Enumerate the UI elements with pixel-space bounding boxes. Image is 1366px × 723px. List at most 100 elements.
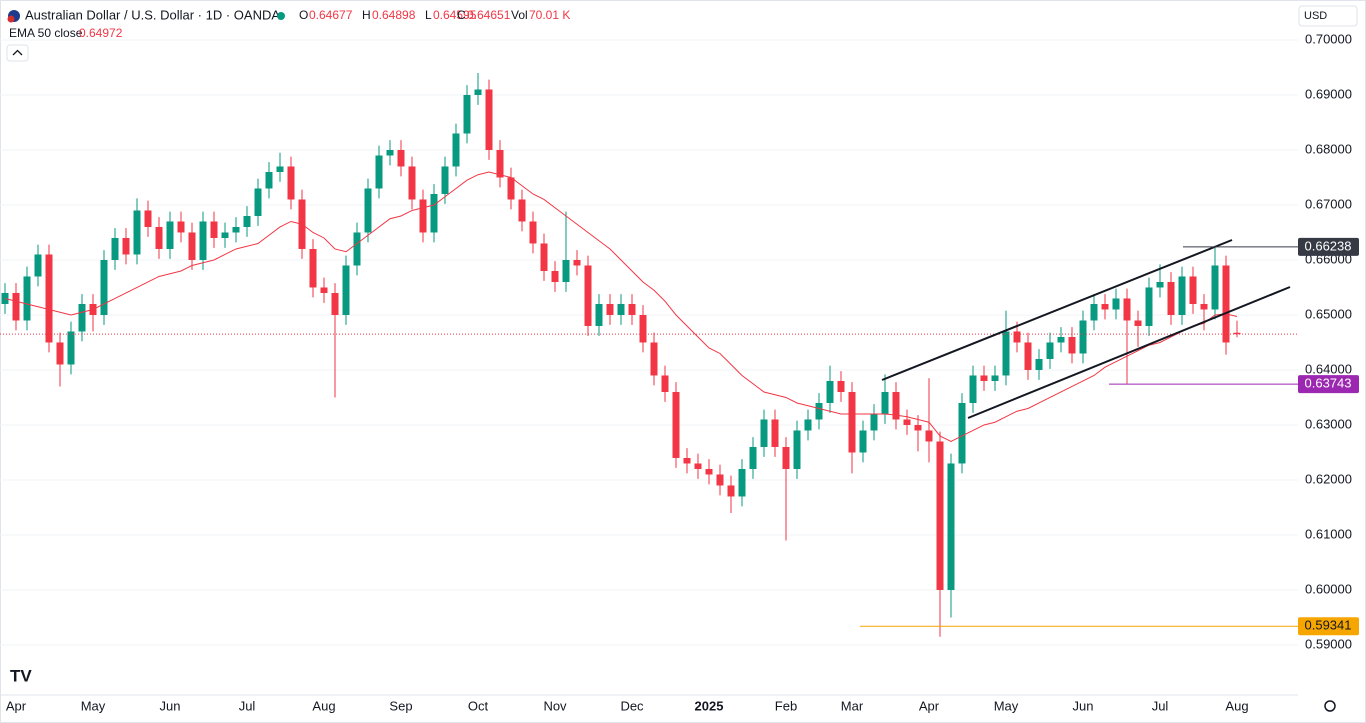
- candle-body: [78, 303, 86, 332]
- x-tick-label: Jun: [1073, 698, 1094, 713]
- candle-body: [331, 292, 339, 315]
- y-tick-label: 0.63000: [1305, 416, 1352, 431]
- settings-icon[interactable]: [1324, 700, 1336, 712]
- x-tick-label: Jul: [1152, 698, 1169, 713]
- candle-body: [1178, 276, 1186, 315]
- candle-body: [958, 402, 966, 464]
- currency: USD: [1304, 10, 1327, 22]
- x-tick-label: Jul: [239, 698, 256, 713]
- candle-body: [969, 375, 977, 403]
- candle-body: [672, 391, 680, 458]
- candle-body: [716, 474, 724, 486]
- ema-line: [4, 171, 1238, 443]
- candle-body: [1068, 336, 1076, 354]
- candle-body: [276, 166, 284, 172]
- candle-body: [760, 419, 768, 447]
- candle-body: [265, 171, 273, 189]
- x-tick-label: Aug: [1225, 698, 1248, 713]
- candle-body: [573, 259, 581, 266]
- x-tick-label: Jun: [160, 698, 181, 713]
- candle-body: [628, 303, 636, 315]
- candle-body: [1, 292, 9, 304]
- x-tick-label: Nov: [543, 698, 567, 713]
- candle-body: [595, 303, 603, 326]
- candle-body: [562, 259, 570, 282]
- candle-body: [914, 424, 922, 431]
- ohlc-label: O: [299, 8, 308, 22]
- candle-body: [507, 177, 515, 200]
- candle-body: [815, 402, 823, 420]
- channel-upper: [881, 239, 1233, 381]
- candle-body: [1233, 332, 1241, 335]
- candle-body: [870, 413, 878, 431]
- candle-body: [606, 303, 614, 315]
- x-tick-label: Dec: [620, 698, 644, 713]
- indicator-label: EMA 50 close: [9, 26, 83, 40]
- x-tick-label: May: [994, 698, 1019, 713]
- candle-body: [1189, 276, 1197, 304]
- candle-body: [419, 199, 427, 233]
- candle-body: [540, 243, 548, 271]
- collapse-icon: [12, 49, 23, 56]
- candle-body: [1156, 281, 1164, 288]
- candle-body: [639, 314, 647, 343]
- candle-body: [430, 193, 438, 233]
- candle-body: [903, 419, 911, 425]
- candle-body: [947, 463, 955, 590]
- ohlc-value: 0.64651: [467, 8, 511, 22]
- candle-body: [177, 221, 185, 233]
- candle-body: [397, 149, 405, 167]
- y-tick-label: 0.64000: [1305, 361, 1352, 376]
- y-tick-label: 0.60000: [1305, 581, 1352, 596]
- candle-body: [23, 276, 31, 321]
- x-tick-label: Aug: [312, 698, 335, 713]
- y-tick-label: 0.59000: [1305, 636, 1352, 651]
- candle-body: [1090, 303, 1098, 321]
- level-label-bg: [1298, 375, 1359, 394]
- ohlc-label: C: [457, 8, 466, 22]
- candle-body: [45, 254, 53, 343]
- candle-body: [793, 430, 801, 469]
- ohlc-value: 0.64677: [309, 8, 353, 22]
- currency-button[interactable]: [1298, 5, 1358, 27]
- candle-body: [287, 166, 295, 200]
- candle-body: [848, 391, 856, 453]
- candle-body: [485, 89, 493, 150]
- candle-body: [617, 303, 625, 315]
- candle-body: [1079, 320, 1087, 354]
- candle-body: [804, 419, 812, 431]
- ohlc-label: L: [425, 8, 432, 22]
- y-tick-label: 0.69000: [1305, 86, 1352, 101]
- candle-body: [980, 375, 988, 381]
- candle-body: [936, 441, 944, 590]
- candle-body: [474, 89, 482, 95]
- candle-body: [342, 265, 350, 315]
- y-tick-label: 0.65000: [1305, 306, 1352, 321]
- candle-body: [661, 375, 669, 392]
- ohlc-value: 0.64898: [372, 8, 416, 22]
- volume-value: 70.01 K: [529, 8, 570, 22]
- x-tick-label: Apr: [6, 698, 27, 713]
- candle-body: [133, 210, 141, 255]
- candle-body: [375, 155, 383, 189]
- candle-body: [1024, 342, 1032, 370]
- candle-body: [12, 292, 20, 321]
- candle-body: [56, 342, 64, 365]
- plot-area: 0.59000 0.60000 0.61000 0.62000 0.63000 0.640…: [0, 31, 1352, 651]
- ohlc-value: 0.64595: [433, 8, 477, 22]
- candle-body: [188, 232, 196, 260]
- collapse-button[interactable]: [6, 44, 29, 62]
- x-tick-label: Sep: [389, 698, 412, 713]
- candle-body: [353, 232, 361, 266]
- level-label: 0.66238: [1305, 238, 1352, 253]
- symbol-icon: [7, 15, 15, 23]
- candle-body: [155, 226, 163, 249]
- candle-body: [551, 270, 559, 282]
- y-tick-label: 0.67000: [1305, 196, 1352, 211]
- candle-body: [1112, 298, 1120, 310]
- candle-body: [309, 248, 317, 288]
- level-label: 0.59341: [1305, 618, 1352, 633]
- level-label-bg: [1298, 237, 1359, 256]
